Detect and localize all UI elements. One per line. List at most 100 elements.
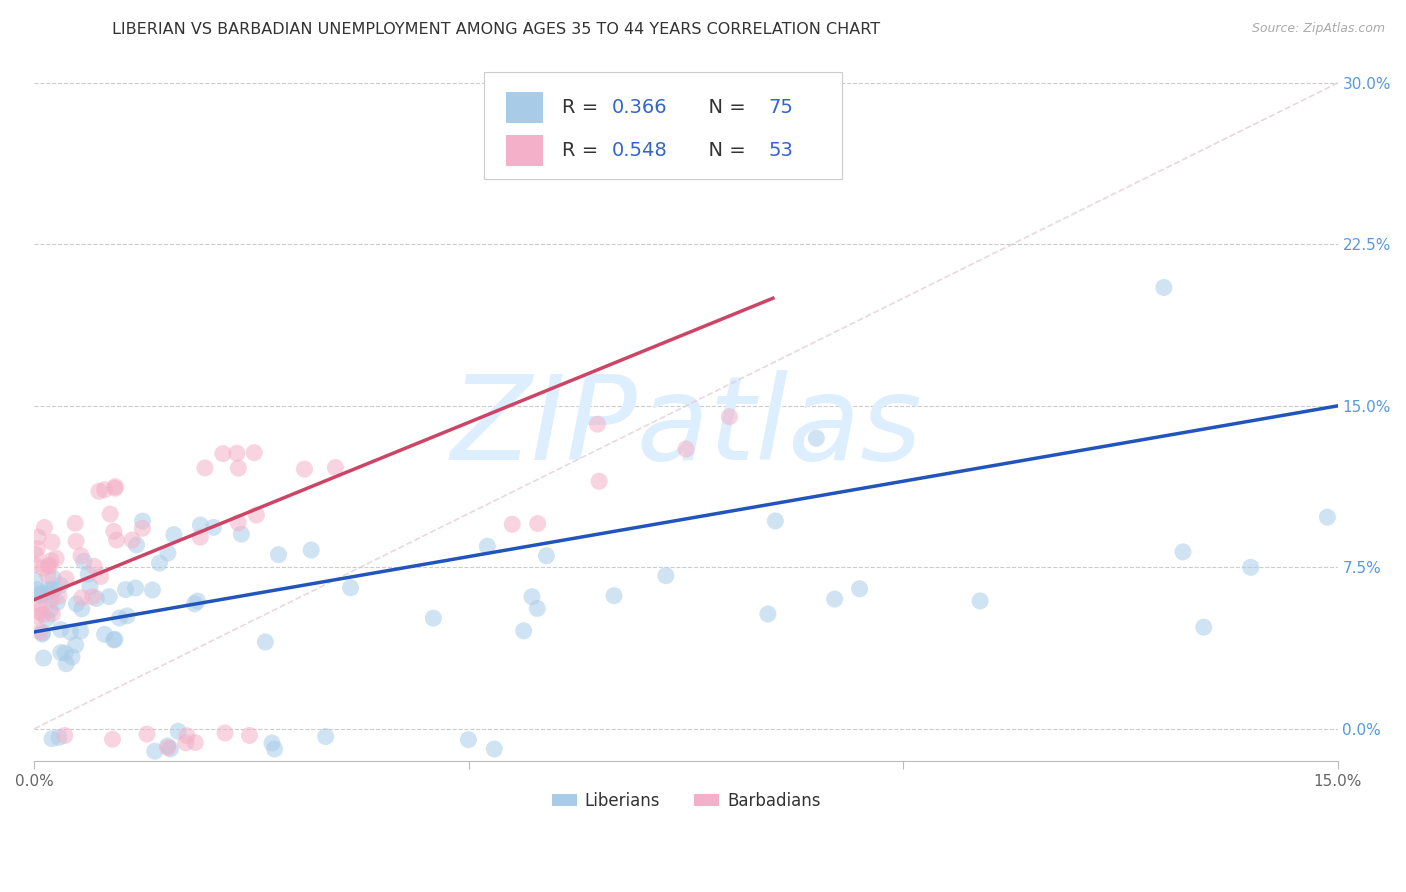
Point bbox=[101, 732, 124, 747]
Point bbox=[655, 568, 678, 582]
Point bbox=[69, 624, 91, 638]
Point bbox=[108, 611, 131, 625]
Point bbox=[339, 581, 361, 595]
Point bbox=[32, 651, 55, 665]
Point bbox=[228, 461, 250, 475]
Point bbox=[260, 736, 283, 750]
Point bbox=[103, 524, 125, 539]
Text: R =: R = bbox=[562, 98, 605, 117]
Point bbox=[184, 735, 207, 749]
Point bbox=[675, 442, 697, 456]
Point bbox=[41, 607, 63, 621]
Point bbox=[588, 474, 610, 488]
Point bbox=[1192, 620, 1215, 634]
Point bbox=[28, 597, 51, 611]
Point bbox=[70, 602, 93, 616]
Point bbox=[53, 646, 76, 660]
Point bbox=[93, 627, 115, 641]
Point bbox=[30, 586, 52, 600]
Legend: Liberians, Barbadians: Liberians, Barbadians bbox=[546, 785, 827, 817]
Point bbox=[156, 546, 179, 560]
Point bbox=[457, 732, 479, 747]
Point bbox=[27, 530, 49, 544]
Point bbox=[30, 589, 52, 603]
Point bbox=[39, 554, 62, 568]
Point bbox=[238, 728, 260, 742]
Point bbox=[718, 409, 741, 424]
Text: R =: R = bbox=[562, 141, 605, 160]
Point bbox=[48, 731, 70, 745]
Point bbox=[131, 514, 153, 528]
Text: 0.366: 0.366 bbox=[612, 98, 668, 117]
Point bbox=[1153, 280, 1175, 294]
Point bbox=[25, 582, 48, 597]
Point bbox=[526, 601, 548, 615]
Point bbox=[756, 607, 779, 621]
Point bbox=[176, 729, 198, 743]
Point bbox=[824, 592, 846, 607]
Text: Source: ZipAtlas.com: Source: ZipAtlas.com bbox=[1251, 22, 1385, 36]
Point bbox=[477, 539, 499, 553]
Point bbox=[315, 730, 337, 744]
Point bbox=[28, 604, 51, 618]
Point bbox=[586, 417, 609, 432]
Point bbox=[124, 581, 146, 595]
Point bbox=[299, 543, 322, 558]
Point bbox=[37, 586, 59, 600]
Point bbox=[501, 517, 523, 532]
Point bbox=[806, 431, 828, 445]
Point bbox=[65, 597, 87, 611]
Point bbox=[202, 520, 225, 534]
Point bbox=[87, 484, 110, 499]
Point bbox=[98, 590, 121, 604]
Point bbox=[848, 582, 870, 596]
Point bbox=[245, 508, 267, 522]
Point bbox=[49, 646, 72, 660]
Point bbox=[603, 589, 626, 603]
Point bbox=[32, 561, 55, 575]
Point bbox=[60, 650, 83, 665]
Point bbox=[163, 527, 186, 541]
Point bbox=[90, 569, 112, 583]
Text: 53: 53 bbox=[768, 141, 793, 160]
Point bbox=[24, 558, 46, 572]
Text: 0.548: 0.548 bbox=[612, 141, 668, 160]
Point bbox=[294, 462, 316, 476]
Point bbox=[93, 483, 115, 497]
Point bbox=[37, 558, 59, 573]
Point bbox=[65, 534, 87, 549]
Point bbox=[31, 625, 53, 640]
Point bbox=[70, 591, 93, 605]
Point bbox=[27, 541, 49, 556]
Point bbox=[226, 516, 249, 530]
Point bbox=[183, 597, 205, 611]
Point bbox=[24, 574, 46, 588]
Text: N =: N = bbox=[696, 98, 752, 117]
Point bbox=[325, 460, 347, 475]
Point bbox=[63, 516, 86, 531]
Point bbox=[39, 603, 62, 617]
Point bbox=[98, 507, 121, 521]
Point bbox=[31, 607, 53, 622]
Point bbox=[263, 742, 285, 756]
Point bbox=[484, 742, 506, 756]
Point bbox=[1171, 545, 1194, 559]
Point bbox=[42, 571, 65, 585]
Point bbox=[53, 728, 76, 742]
Point bbox=[39, 582, 62, 597]
Point bbox=[512, 624, 534, 638]
Point bbox=[422, 611, 444, 625]
Text: ZIPatlas: ZIPatlas bbox=[450, 370, 922, 484]
Point bbox=[37, 568, 59, 582]
Point bbox=[59, 625, 82, 640]
Point bbox=[136, 727, 159, 741]
Point bbox=[254, 635, 277, 649]
Point bbox=[125, 538, 148, 552]
Point bbox=[214, 726, 236, 740]
Point bbox=[103, 632, 125, 647]
Point bbox=[174, 736, 197, 750]
Point bbox=[148, 556, 170, 570]
Point bbox=[41, 731, 63, 746]
Point bbox=[30, 624, 52, 639]
Point bbox=[65, 638, 87, 652]
